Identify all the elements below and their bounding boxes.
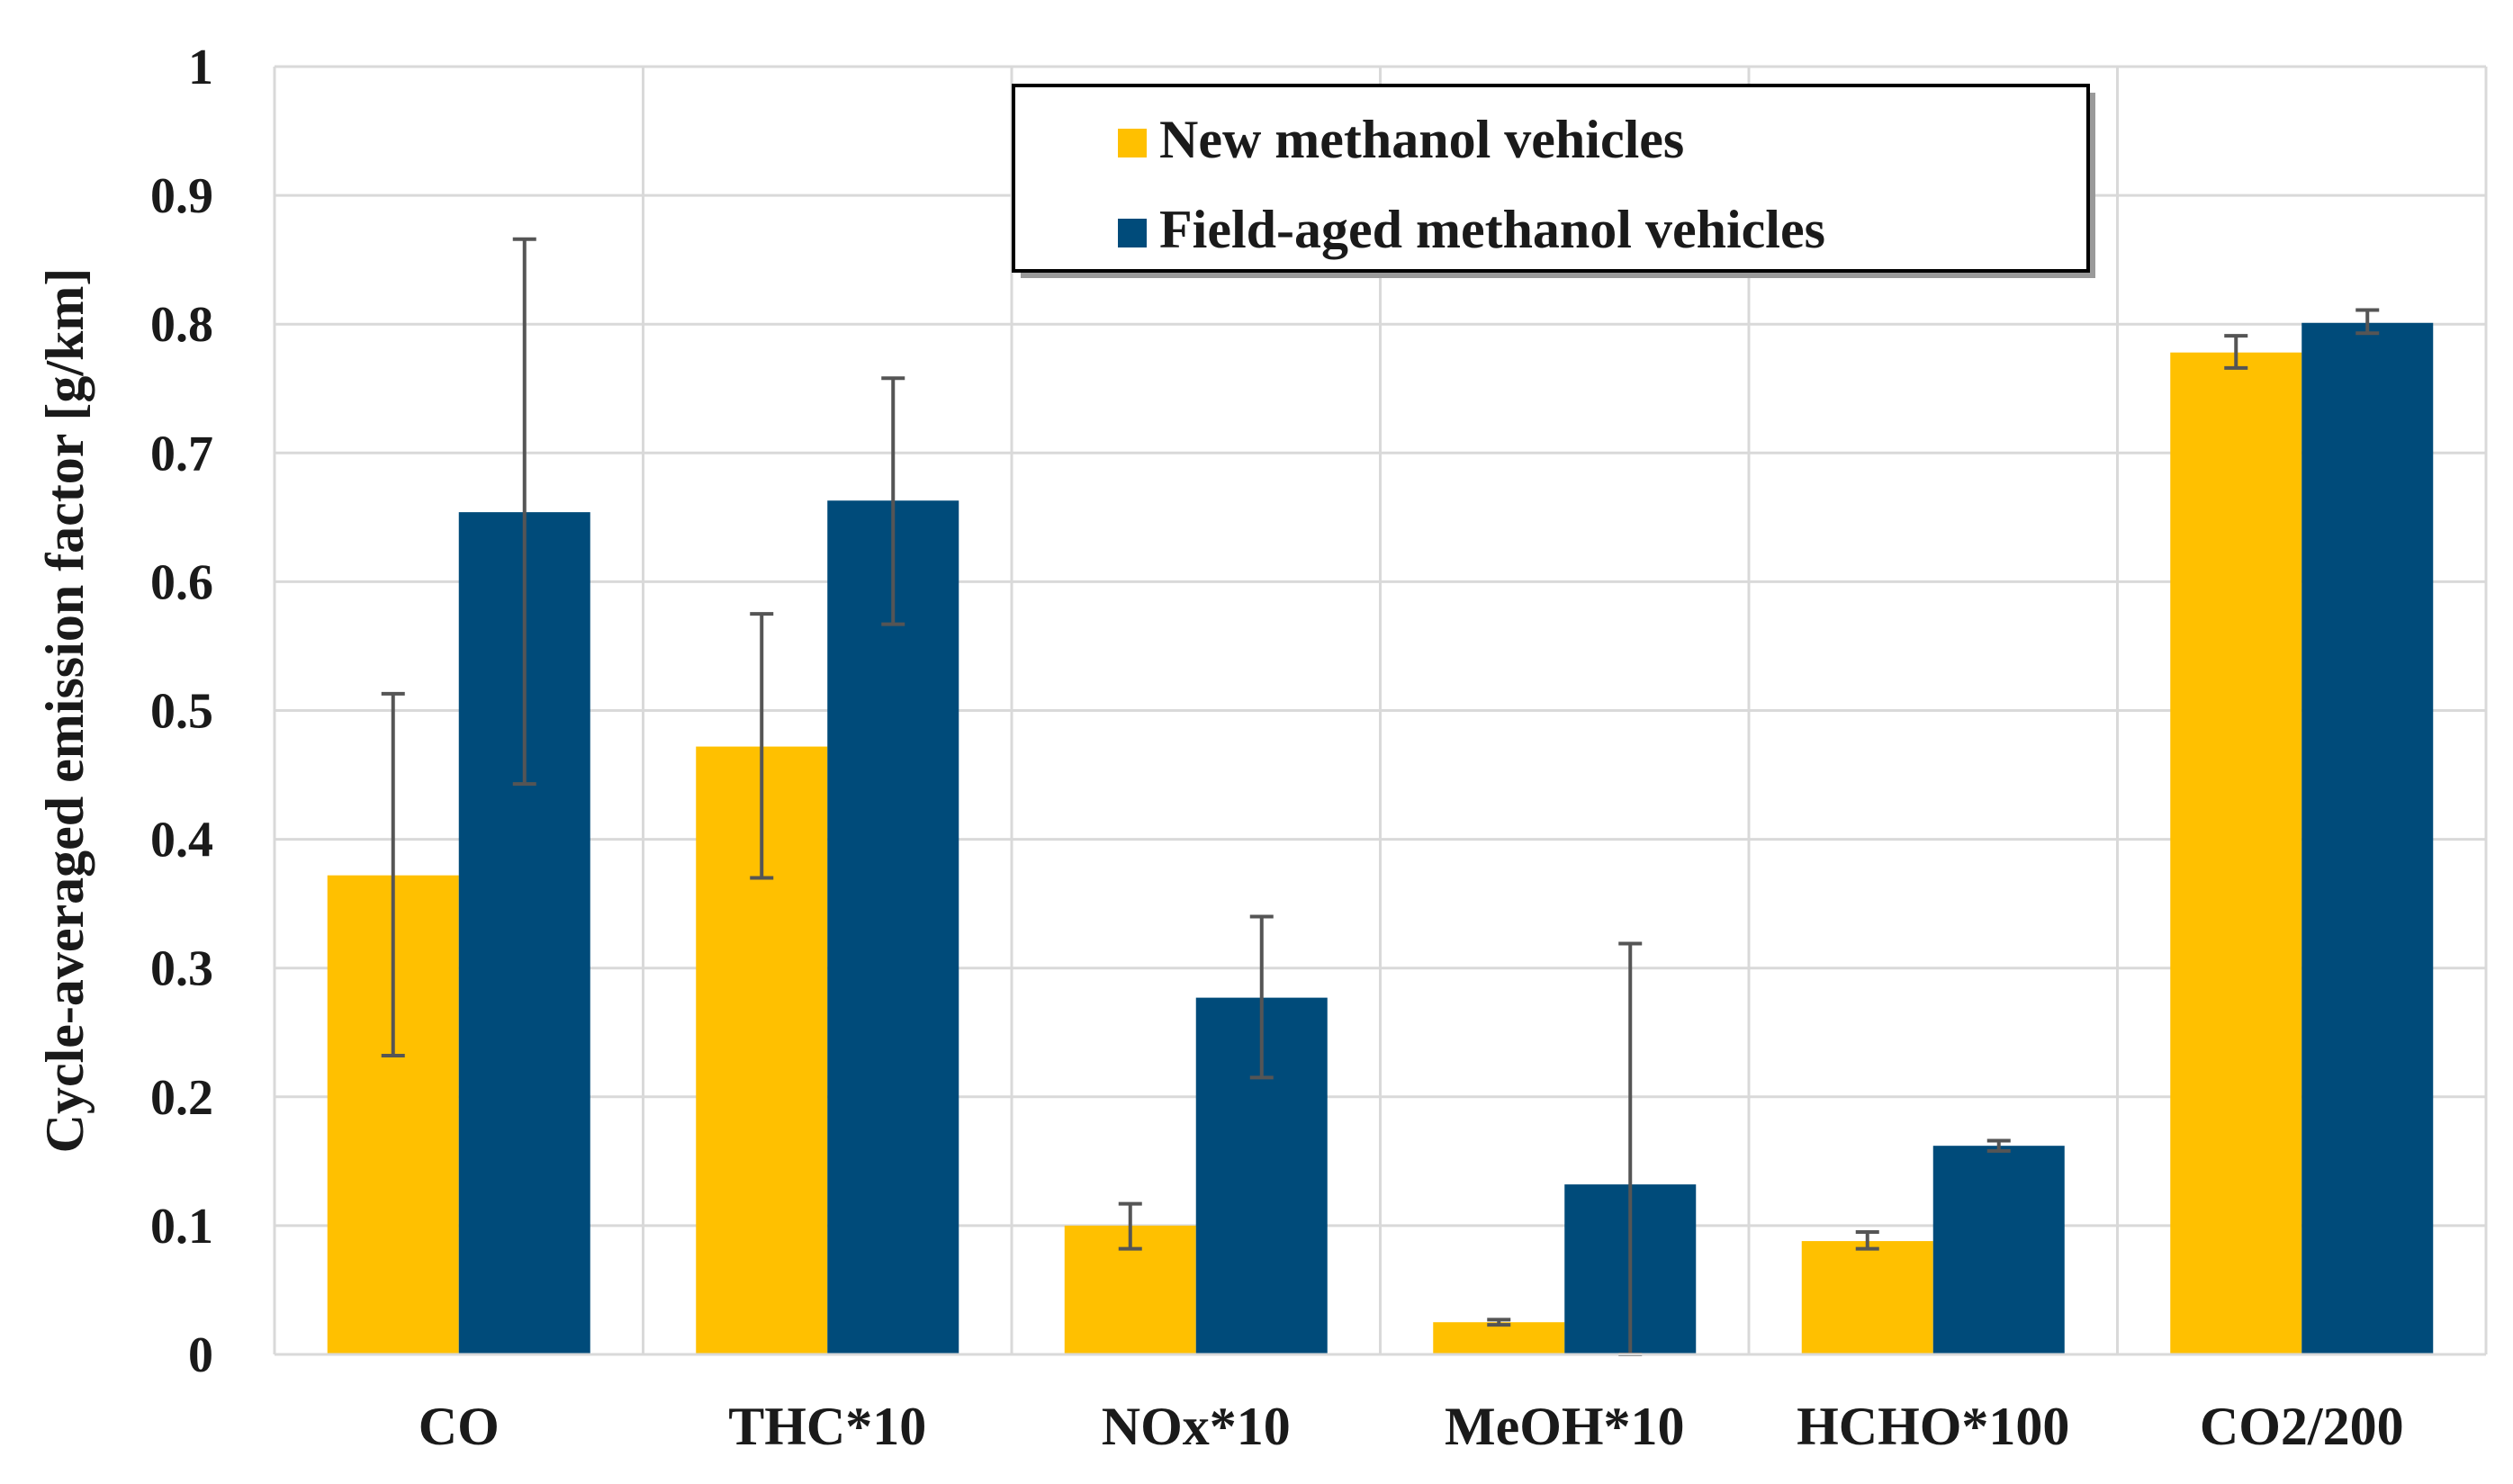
legend-box xyxy=(1012,84,2090,273)
y-tick-label: 0.7 xyxy=(150,426,213,481)
y-tick-label: 0.8 xyxy=(150,297,213,353)
y-tick-label: 1 xyxy=(188,40,213,95)
y-tick-label: 0.3 xyxy=(150,941,213,997)
bar-new xyxy=(1801,1241,1933,1354)
bar-field-aged xyxy=(2301,322,2434,1354)
y-axis-title: Cycle-averaged emission factor [g/km] xyxy=(35,268,95,1154)
y-tick-label: 0.6 xyxy=(150,554,213,610)
bar-field-aged xyxy=(1932,1146,2065,1354)
legend-swatch-new xyxy=(1118,129,1147,157)
bar-new xyxy=(2170,352,2302,1354)
x-tick-label: HCHO*100 xyxy=(1797,1397,2069,1456)
x-tick-label: THC*10 xyxy=(728,1397,926,1456)
legend: New methanol vehicles Field-aged methano… xyxy=(1012,84,2095,278)
x-tick-label: MeOH*10 xyxy=(1445,1397,1685,1456)
legend-label-field-aged: Field-aged methanol vehicles xyxy=(1159,200,1825,259)
x-tick-label: CO2/200 xyxy=(2200,1397,2404,1456)
legend-swatch-field-aged xyxy=(1118,219,1147,247)
grid xyxy=(273,65,2488,1356)
y-tick-label: 0.2 xyxy=(150,1070,213,1126)
bar-field-aged xyxy=(827,500,959,1354)
y-tick-label: 0.4 xyxy=(150,813,213,868)
legend-label-new: New methanol vehicles xyxy=(1159,110,1684,169)
y-tick-label: 0 xyxy=(188,1327,213,1383)
bar-new xyxy=(1433,1322,1565,1354)
x-tick-label: NOx*10 xyxy=(1102,1397,1291,1456)
y-tick-label: 0.1 xyxy=(150,1199,213,1255)
x-tick-label: CO xyxy=(419,1397,500,1456)
y-tick-label: 0.9 xyxy=(150,168,213,224)
y-tick-label: 0.5 xyxy=(150,684,213,740)
axes: 0 0.1 0.2 0.3 0.4 0.5 0.6 0.7 0.8 0.9 1 CO THC*10 NOx… xyxy=(150,40,2486,1456)
